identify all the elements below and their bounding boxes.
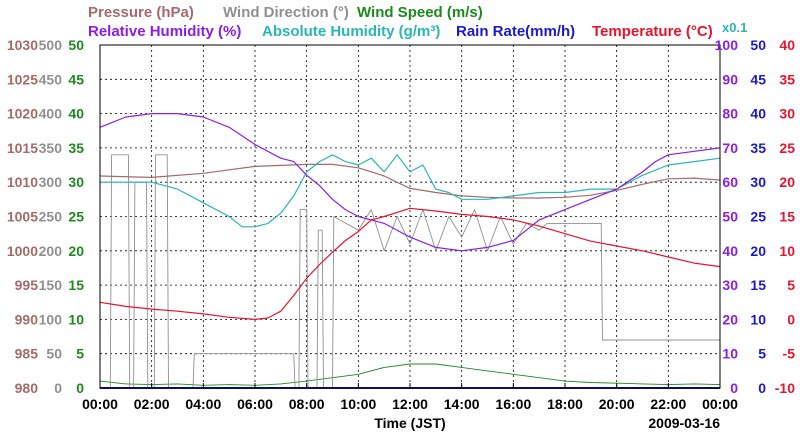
x-tick-label: 02:00: [134, 396, 170, 412]
x-tick-label: 06:00: [237, 396, 273, 412]
chart-date: 2009-03-16: [648, 415, 720, 431]
x-tick-label: 00:00: [82, 396, 118, 412]
y-tick-label-pressure: 1030: [7, 37, 38, 53]
y-tick-label-rain: 15: [750, 277, 766, 293]
x-axis: 00:00 02:00 04:00 06:00 08:00 10:00 12:00 14:00…: [82, 383, 738, 431]
y-tick-label-wind_speed: 50: [68, 37, 84, 53]
x-tick-label: 22:00: [650, 396, 686, 412]
y-tick-label-pressure: 1025: [7, 71, 38, 87]
y-tick-label-wind_dir: 500: [39, 37, 63, 53]
y-tick-label-temp: 0: [787, 311, 795, 327]
x-tick-label: 08:00: [289, 396, 325, 412]
x-tick-label: 14:00: [444, 396, 480, 412]
y-tick-label-temp: 15: [779, 209, 795, 225]
y-tick-label-pressure: 1000: [7, 243, 38, 259]
y-tick-label-pressure: 1015: [7, 140, 38, 156]
y-tick-label-rh: 70: [722, 140, 738, 156]
y-tick-label-rain: 35: [750, 140, 766, 156]
legend-pressure: Pressure (hPa): [88, 4, 194, 21]
y-tick-label-wind_dir: 450: [39, 71, 63, 87]
y-tick-label-rain: 5: [758, 346, 766, 362]
y-tick-label-rain: 0: [758, 380, 766, 396]
y-tick-label-pressure: 995: [15, 277, 39, 293]
y-tick-label-wind_speed: 5: [76, 346, 84, 362]
y-tick-label-temp: 5: [787, 277, 795, 293]
y-tick-label-rh: 50: [722, 209, 738, 225]
y-tick-label-rh: 10: [722, 346, 738, 362]
y-tick-label-rh: 90: [722, 71, 738, 87]
y-tick-label-rh: 60: [722, 174, 738, 190]
series-line-rh: [99, 113, 721, 252]
y-tick-label-temp: 35: [779, 71, 795, 87]
y-tick-label-rain: 20: [750, 243, 766, 259]
y-tick-label-wind_dir: 200: [39, 243, 63, 259]
y-tick-label-rh: 20: [722, 311, 738, 327]
series-line-wind_dir: [100, 154, 720, 389]
y-tick-label-rain: 10: [750, 311, 766, 327]
y-tick-label-temp: 30: [779, 106, 795, 122]
y-tick-label-wind_dir: 400: [39, 106, 63, 122]
y-tick-label-wind_speed: 45: [68, 71, 84, 87]
x-axis-label: Time (JST): [374, 415, 445, 431]
y-tick-label-rh: 0: [730, 380, 738, 396]
y-tick-label-wind_dir: 50: [46, 346, 62, 362]
y-tick-label-wind_speed: 35: [68, 140, 84, 156]
legend-rh: Relative Humidity (%): [88, 23, 241, 40]
y-tick-label-rain: 30: [750, 174, 766, 190]
ah-scale-note: x0.1: [722, 20, 747, 35]
y-tick-label-wind_dir: 150: [39, 277, 63, 293]
x-tick-label: 18:00: [547, 396, 583, 412]
legend-temp: Temperature (°C): [592, 23, 713, 40]
y-tick-label-wind_speed: 10: [68, 311, 84, 327]
legend-ah: Absolute Humidity (g/m³): [262, 23, 440, 40]
y-tick-label-pressure: 990: [15, 311, 39, 327]
x-tick-label: 12:00: [392, 396, 428, 412]
series-line-temp: [99, 207, 721, 320]
series-line-pressure: [99, 163, 721, 199]
y-tick-label-pressure: 1020: [7, 106, 38, 122]
y-tick-label-wind_speed: 30: [68, 174, 84, 190]
legend: Pressure (hPa) Wind Direction (°) Wind Spe…: [88, 4, 747, 40]
y-tick-label-wind_dir: 250: [39, 209, 63, 225]
y-tick-label-rain: 25: [750, 209, 766, 225]
y-tick-label-wind_speed: 20: [68, 243, 84, 259]
y-tick-label-pressure: 985: [15, 346, 39, 362]
y-tick-label-wind_speed: 15: [68, 277, 84, 293]
y-tick-label-temp: 20: [779, 174, 795, 190]
x-tick-label: 10:00: [340, 396, 376, 412]
y-tick-label-rain: 45: [750, 71, 766, 87]
y-tick-label-rh: 80: [722, 106, 738, 122]
x-tick-label: 20:00: [599, 396, 635, 412]
y-tick-label-wind_dir: 0: [54, 380, 62, 396]
y-tick-label-rh: 30: [722, 277, 738, 293]
y-axes: 9809859909951000100510101015102010251030…: [7, 37, 795, 396]
y-tick-label-wind_speed: 0: [76, 380, 84, 396]
y-tick-label-wind_dir: 100: [39, 311, 63, 327]
y-tick-label-pressure: 1005: [7, 209, 38, 225]
y-tick-label-rh: 100: [715, 37, 739, 53]
y-tick-label-rh: 40: [722, 243, 738, 259]
y-tick-label-temp: 40: [779, 37, 795, 53]
legend-wind_speed: Wind Speed (m/s): [357, 4, 483, 21]
y-tick-label-rain: 40: [750, 106, 766, 122]
y-tick-label-temp: 10: [779, 243, 795, 259]
y-tick-label-pressure: 1010: [7, 174, 38, 190]
y-tick-label-wind_speed: 25: [68, 209, 84, 225]
x-tick-label: 00:00: [702, 396, 738, 412]
x-tick-label: 16:00: [495, 396, 531, 412]
legend-wind_dir: Wind Direction (°): [223, 4, 349, 21]
y-tick-label-wind_speed: 40: [68, 106, 84, 122]
y-tick-label-wind_dir: 350: [39, 140, 63, 156]
y-tick-label-temp: -10: [775, 380, 795, 396]
y-tick-label-temp: -5: [783, 346, 796, 362]
y-tick-label-rain: 50: [750, 37, 766, 53]
y-tick-label-pressure: 980: [15, 380, 39, 396]
series-line-ah: [100, 154, 721, 228]
y-tick-label-temp: 25: [779, 140, 795, 156]
legend-rain: Rain Rate(mm/h): [456, 23, 575, 40]
y-tick-label-wind_dir: 300: [39, 174, 63, 190]
x-tick-label: 04:00: [185, 396, 221, 412]
